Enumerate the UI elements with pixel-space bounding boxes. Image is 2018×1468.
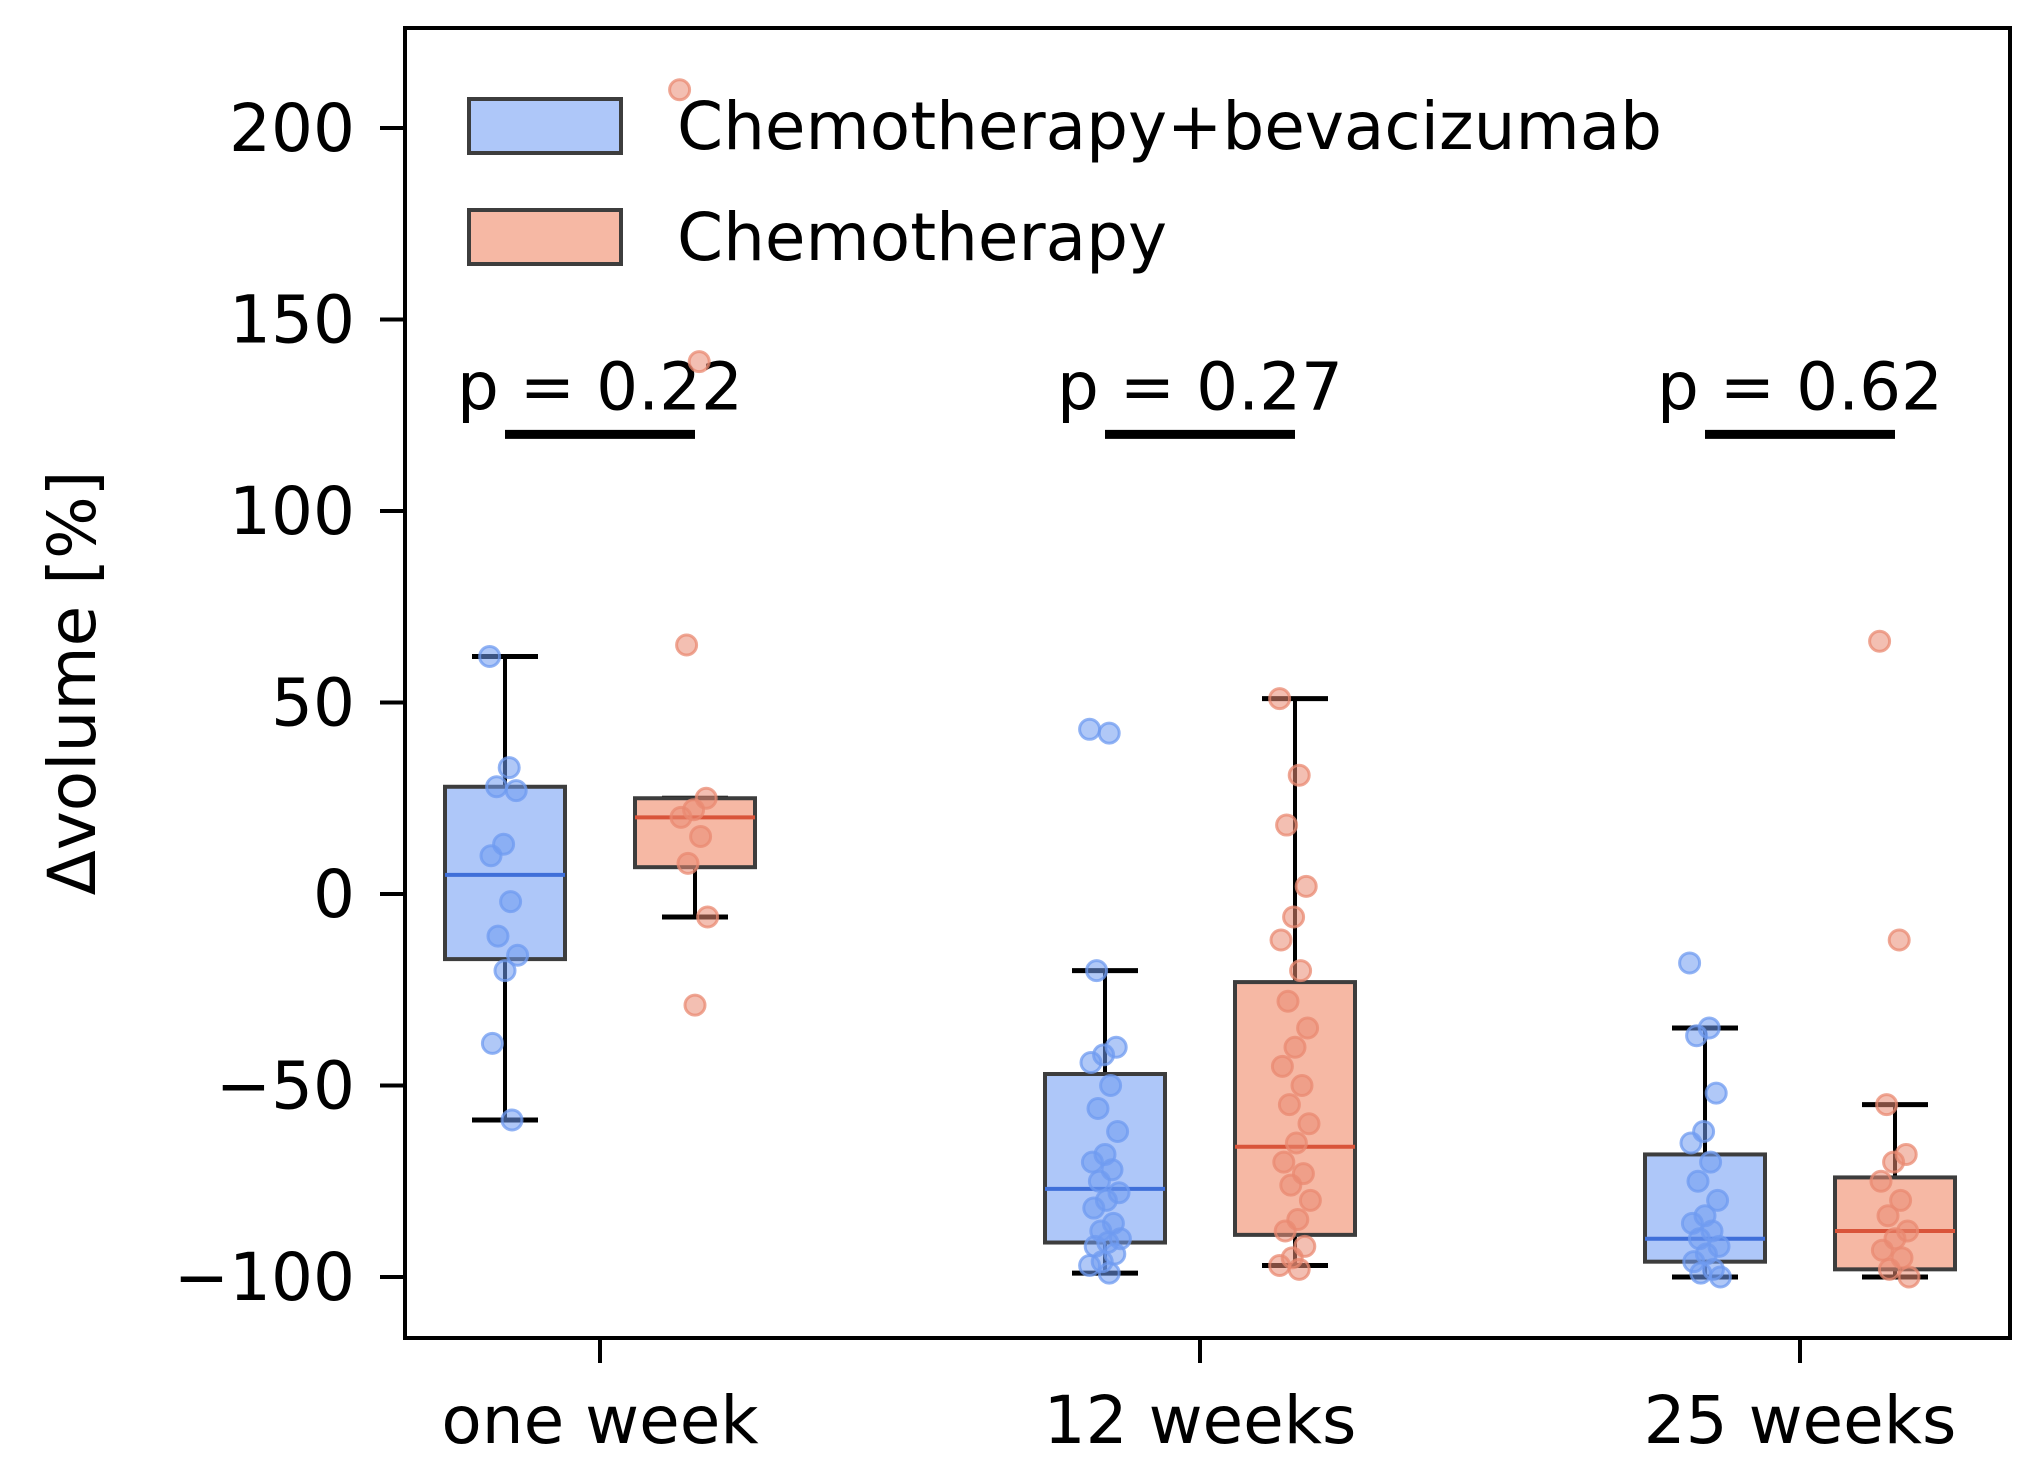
data-point-bevacizumab [1086, 1096, 1110, 1120]
data-point-chemotherapy [1289, 959, 1313, 983]
data-point-bevacizumab [1686, 1169, 1710, 1193]
box-series [443, 654, 1957, 1280]
data-point-bevacizumab [500, 1108, 524, 1132]
data-point-chemotherapy [1876, 1204, 1900, 1228]
data-point-bevacizumab [1708, 1265, 1732, 1289]
data-point-bevacizumab [1099, 1074, 1123, 1097]
data-points [478, 78, 1921, 1289]
data-point-bevacizumab [504, 779, 528, 803]
data-point-chemotherapy [1268, 687, 1292, 711]
data-point-chemotherapy [1276, 989, 1300, 1013]
data-point-chemotherapy [1868, 629, 1892, 653]
y-tick-label: −50 [216, 1048, 355, 1125]
data-point-bevacizumab [1085, 959, 1109, 983]
data-point-chemotherapy [1889, 1188, 1913, 1212]
legend-swatch-edge-1 [467, 97, 623, 155]
data-point-bevacizumab [1079, 1051, 1103, 1075]
data-point-chemotherapy [1897, 1265, 1921, 1289]
data-point-chemotherapy [1275, 813, 1299, 837]
data-point-chemotherapy [1294, 874, 1318, 898]
x-axis: one week 12 weeks 25 weeks [441, 1338, 1956, 1459]
data-point-chemotherapy [1870, 1238, 1894, 1262]
data-point-bevacizumab [1106, 1119, 1130, 1143]
y-tick-label: 200 [229, 90, 355, 167]
y-tick-label: −100 [174, 1239, 355, 1316]
x-tick-label: 12 weeks [1044, 1382, 1357, 1459]
data-point-bevacizumab [1087, 1169, 1111, 1193]
data-point-chemotherapy [1269, 928, 1293, 952]
data-point-bevacizumab [1699, 1150, 1723, 1174]
data-point-bevacizumab [1082, 1196, 1106, 1220]
data-point-chemotherapy [1296, 1016, 1320, 1040]
data-point-bevacizumab [1704, 1081, 1728, 1105]
box-bevacizumab-0 [443, 654, 567, 1123]
data-point-chemotherapy [1882, 1150, 1906, 1174]
y-axis-label: Δvolume [%] [34, 471, 111, 896]
data-point-chemotherapy [1875, 1093, 1899, 1117]
data-point-bevacizumab [506, 943, 530, 967]
data-point-bevacizumab [1685, 1024, 1709, 1048]
data-point-bevacizumab [1080, 1150, 1104, 1174]
data-point-chemotherapy [1284, 1131, 1308, 1155]
data-point-bevacizumab [1078, 717, 1102, 741]
legend-swatch-chemotherapy [469, 210, 621, 264]
data-point-bevacizumab [1706, 1188, 1730, 1212]
plot-area-frame [403, 26, 2012, 1340]
data-point-bevacizumab [485, 775, 509, 799]
data-point-chemotherapy [1279, 1173, 1303, 1197]
legend-label-chemotherapy-bevacizumab: Chemotherapy+bevacizumab [677, 88, 1662, 165]
data-point-chemotherapy [1290, 1074, 1314, 1097]
legend-label-chemotherapy: Chemotherapy [677, 199, 1167, 276]
data-point-chemotherapy [1298, 1188, 1322, 1212]
y-tick-label: 100 [229, 473, 355, 550]
y-tick-label: 150 [229, 282, 355, 359]
x-tick-label: one week [441, 1382, 759, 1459]
data-point-chemotherapy [687, 350, 711, 374]
data-point-bevacizumab [1097, 721, 1121, 745]
data-point-chemotherapy [1282, 905, 1306, 929]
data-point-bevacizumab [480, 1031, 504, 1055]
p-value-annotations: p = 0.22 p = 0.27 p = 0.62 [457, 348, 1943, 439]
data-point-chemotherapy [1272, 1150, 1296, 1174]
legend-swatch-chemotherapy-bevacizumab [469, 99, 621, 153]
data-point-chemotherapy [1277, 1093, 1301, 1117]
data-point-bevacizumab [1097, 1261, 1121, 1285]
data-point-chemotherapy [1869, 1169, 1893, 1193]
data-point-bevacizumab [499, 890, 523, 914]
data-point-chemotherapy [1268, 1254, 1292, 1278]
data-point-chemotherapy [676, 851, 700, 875]
p-value-label: p = 0.27 [1057, 348, 1343, 425]
y-tick-label: 0 [313, 856, 355, 933]
data-point-chemotherapy [1887, 928, 1911, 952]
data-point-chemotherapy [1287, 763, 1311, 787]
x-tick-label: 25 weeks [1644, 1382, 1957, 1459]
data-point-chemotherapy [1877, 1257, 1901, 1281]
data-point-bevacizumab [479, 844, 503, 868]
data-point-chemotherapy [696, 905, 720, 929]
data-point-chemotherapy [1287, 1257, 1311, 1281]
data-point-bevacizumab [493, 959, 517, 983]
legend: Chemotherapy+bevacizumab Chemotherapy [467, 88, 1662, 276]
data-point-bevacizumab [1689, 1261, 1713, 1285]
data-point-bevacizumab [497, 756, 521, 780]
data-point-chemotherapy [1270, 1054, 1294, 1078]
data-point-bevacizumab [478, 645, 502, 669]
data-point-bevacizumab [486, 924, 510, 948]
data-point-bevacizumab [1678, 951, 1702, 975]
data-point-chemotherapy [1297, 1112, 1321, 1136]
data-point-chemotherapy [683, 993, 707, 1017]
data-point-chemotherapy [668, 78, 692, 102]
data-point-chemotherapy [1283, 1035, 1307, 1059]
y-axis: −100 −50 0 50 100 150 200 [174, 90, 405, 1316]
data-point-chemotherapy [675, 633, 699, 657]
data-point-chemotherapy [1273, 1219, 1297, 1243]
p-value-label: p = 0.62 [1657, 348, 1943, 425]
data-point-chemotherapy [669, 805, 693, 829]
data-point-bevacizumab [1679, 1131, 1703, 1155]
data-point-chemotherapy [689, 825, 713, 849]
legend-swatch-edge-2 [467, 208, 623, 266]
y-tick-label: 50 [271, 665, 355, 742]
data-point-bevacizumab [1078, 1254, 1102, 1278]
